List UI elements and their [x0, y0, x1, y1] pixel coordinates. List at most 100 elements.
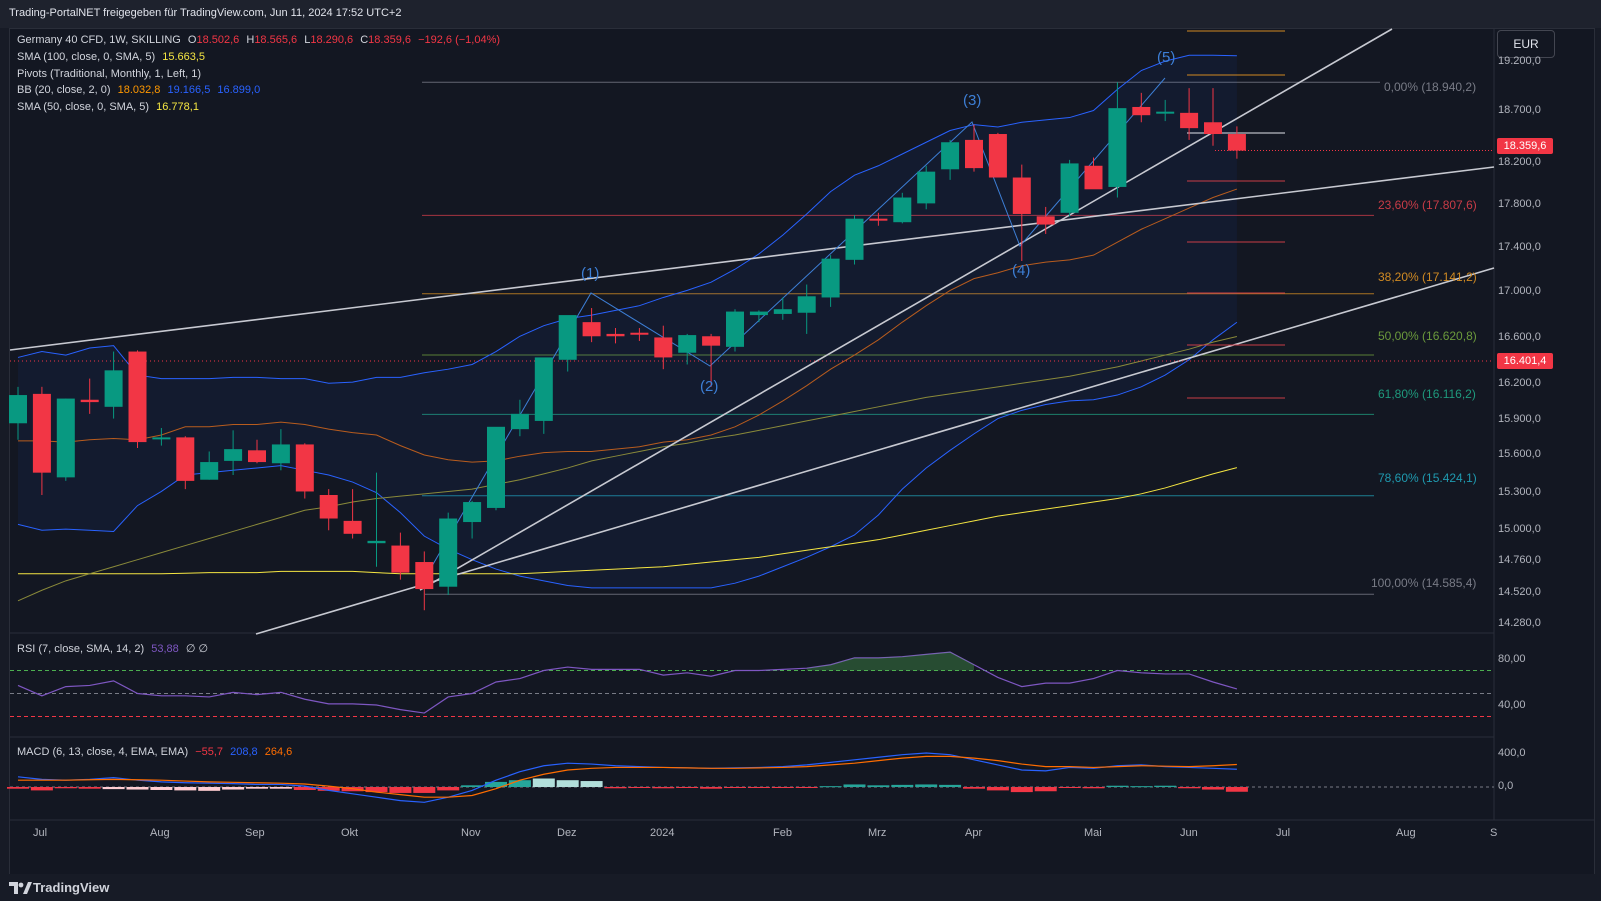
candle-body: [1227, 134, 1246, 151]
macd-histogram-bar: [413, 787, 436, 793]
footer: TradingView: [0, 874, 1601, 901]
macd-histogram-bar: [246, 787, 268, 789]
macd-histogram-bar: [652, 787, 675, 789]
time-tick: Mai: [1084, 827, 1102, 839]
macd-histogram-bar: [939, 784, 962, 787]
legend-bb[interactable]: BB (20, close, 2, 0) 18.032,8 19.166,5 1…: [17, 84, 264, 96]
bollinger-basis-line: [18, 188, 1238, 463]
candle-body: [176, 437, 195, 481]
trendline-lower: [255, 267, 1495, 635]
sma50-line: [17, 336, 1238, 602]
fib-label-236: 23,60% (17.807,6): [1378, 198, 1477, 212]
macd-histogram-bar: [126, 787, 149, 790]
candle-body: [869, 218, 888, 221]
legend-sma100[interactable]: SMA (100, close, 0, SMA, 5) 15.663,5: [17, 51, 209, 63]
price-tick: 17.400,0: [1498, 241, 1541, 253]
candle-body: [893, 197, 912, 223]
sma50-value: 16.778,1: [156, 101, 199, 113]
macd-histogram-bar: [150, 787, 173, 790]
macd-histogram-bar: [700, 787, 723, 789]
fib-label-786: 78,60% (15.424,1): [1378, 471, 1477, 485]
candle-body: [702, 336, 721, 346]
time-tick: Jul: [33, 827, 48, 839]
macd-histogram-bar: [198, 787, 221, 791]
price-tick: 19.200,0: [1498, 55, 1541, 67]
candle-body: [941, 142, 960, 170]
macd-histogram-bar: [986, 787, 1009, 791]
bollinger-lower-line: [17, 321, 1238, 589]
wave-label-3: (3): [963, 92, 982, 109]
legend-sma50[interactable]: SMA (50, close, 0, SMA, 5) 16.778,1: [17, 101, 203, 113]
candle-body: [1084, 165, 1103, 190]
macd-histogram-bar: [174, 787, 197, 791]
macd-histogram-bar: [269, 787, 292, 789]
price-tick: 17.000,0: [1498, 285, 1541, 297]
macd-histogram-bar: [676, 787, 699, 788]
macd-histogram-bar: [747, 787, 770, 788]
candle-body: [606, 333, 625, 337]
candle-body: [104, 370, 123, 407]
macd-histogram-bar: [867, 785, 890, 787]
bollinger-upper-line: [17, 54, 1237, 384]
macd-histogram-bar: [1225, 787, 1248, 792]
macd-histogram-bar: [819, 786, 842, 788]
share-header: Trading-PortalNET freigegeben für Tradin…: [0, 0, 1601, 28]
wave-label-1: (1): [581, 265, 600, 282]
legend-symbol-row[interactable]: Germany 40 CFD, 1W, SKILLING O18.502,6 H…: [17, 34, 504, 46]
candle-body: [534, 357, 553, 421]
macd-legend[interactable]: MACD (6, 13, close, 4, EMA, EMA) −55,7 2…: [17, 746, 296, 758]
legend-pivots[interactable]: Pivots (Traditional, Monthly, 1, Left, 1…: [17, 68, 205, 80]
price-tick: 18.700,0: [1498, 104, 1541, 116]
candle-body: [726, 311, 744, 347]
macd-histogram-bar: [604, 787, 627, 789]
rsi-overbought-fill: [806, 652, 974, 671]
candle-body: [1012, 177, 1031, 214]
macd-histogram-bar: [1082, 787, 1105, 789]
macd-histogram-bar: [102, 787, 125, 790]
macd-axis-tick: 0,0: [1498, 780, 1514, 792]
candle-body: [200, 462, 219, 480]
candle-body: [1060, 163, 1079, 213]
rsi-axis-tick: 40,00: [1498, 699, 1526, 711]
candle-body: [678, 335, 697, 353]
macd-hist-value: −55,7: [195, 746, 224, 758]
macd-histogram-bar: [508, 780, 531, 787]
fib-label-100: 100,00% (14.585,4): [1371, 576, 1477, 590]
macd-histogram-bar: [724, 787, 746, 788]
candle-body: [988, 134, 1007, 178]
rsi-label: RSI (7, close, SMA, 14, 2): [17, 643, 145, 655]
price-tick: 18.200,0: [1498, 156, 1541, 168]
time-tick: Jul: [1276, 827, 1291, 839]
macd-histogram-bar: [580, 781, 603, 787]
candle-body: [367, 540, 386, 544]
macd-line: [17, 752, 1237, 803]
macd-histogram-bar: [1130, 786, 1153, 788]
macd-histogram-bar: [461, 785, 484, 787]
macd-histogram-bar: [556, 780, 579, 787]
pivots-label: Pivots (Traditional, Monthly, 1, Left, 1…: [17, 68, 202, 80]
time-tick: Okt: [341, 827, 359, 839]
macd-histogram-bar: [1034, 787, 1057, 792]
fib-label-0: 0,00% (18.940,2): [1384, 80, 1477, 94]
price-tick: 14.520,0: [1498, 586, 1541, 598]
macd-histogram-bar: [389, 787, 412, 793]
sma100-label: SMA (100, close, 0, SMA, 5): [17, 51, 156, 63]
candle-body: [797, 296, 816, 313]
last-price-tag: 18.359,6: [1497, 138, 1553, 154]
macd-histogram-bar: [485, 781, 507, 787]
candle-body: [343, 520, 362, 534]
macd-histogram-bar: [365, 787, 388, 793]
currency-button[interactable]: EUR: [1497, 30, 1555, 58]
macd-histogram-bar: [1058, 787, 1081, 788]
rsi-legend[interactable]: RSI (7, close, SMA, 14, 2) 53,88 ∅ ∅: [17, 642, 212, 655]
wave-label-4: (4): [1012, 262, 1031, 279]
ohlc-change: −192,6 (−1,04%): [418, 34, 501, 46]
macd-histogram-bar: [1154, 785, 1177, 787]
candle-body: [319, 494, 338, 519]
candle-body: [558, 315, 577, 360]
bb-upper-value: 19.166,5: [167, 84, 211, 96]
macd-histogram-bar: [532, 778, 555, 787]
ohlc-low: L18.290,6: [304, 34, 354, 46]
macd-histogram-bar: [30, 787, 53, 791]
